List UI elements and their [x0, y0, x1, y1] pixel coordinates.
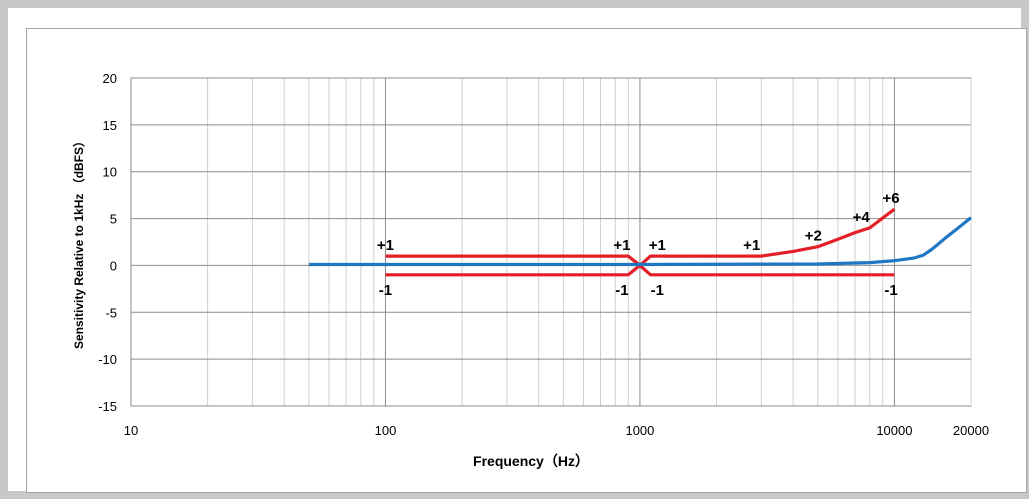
y-tick-label: 15: [103, 118, 117, 133]
series-line-3: [308, 216, 973, 267]
series-line-1: [385, 207, 896, 267]
y-axis-title: Sensitivity Relative to 1kHz （dBFS）: [71, 135, 86, 349]
data-label: +1: [743, 237, 760, 254]
data-label: +1: [649, 237, 666, 254]
data-label: -1: [379, 282, 392, 299]
plot-frame: [130, 77, 972, 407]
x-tick-label: 10: [124, 423, 138, 438]
tick-labels: 20 15 10 5 0 -5 -10 -15 10 100 1000 10000 20000: [98, 71, 989, 438]
y-tick-label: 5: [110, 212, 117, 227]
y-tick-label: 0: [110, 258, 117, 273]
data-label: +1: [377, 237, 394, 254]
annotations: +1 -1 +1 -1 +1 -1 +1 +2 +4 +6 -1: [377, 190, 900, 299]
chart-panel: 20 15 10 5 0 -5 -10 -15 10 100 1000 10000 20000 +1 -1…: [26, 28, 1027, 493]
y-tick-label: 10: [103, 165, 117, 180]
x-tick-label: 10000: [876, 423, 912, 438]
grid: [130, 77, 972, 407]
data-label: -1: [884, 282, 897, 299]
x-tick-label: 100: [375, 423, 397, 438]
y-tick-label: -15: [98, 399, 117, 414]
series-group: [308, 207, 973, 277]
y-tick-label: 20: [103, 71, 117, 86]
data-label: -1: [651, 282, 664, 299]
data-label: +2: [805, 228, 822, 245]
data-label: +6: [882, 190, 899, 207]
frequency-response-chart: 20 15 10 5 0 -5 -10 -15 10 100 1000 10000 20000 +1 -1…: [71, 71, 989, 469]
data-label: +1: [613, 237, 630, 254]
y-tick-label: -5: [105, 305, 117, 320]
data-label: -1: [615, 282, 628, 299]
x-axis-title: Frequency（Hz）: [473, 453, 589, 469]
data-label: +4: [853, 209, 871, 226]
x-tick-label: 20000: [953, 423, 989, 438]
y-tick-label: -10: [98, 352, 117, 367]
x-tick-label: 1000: [625, 423, 654, 438]
